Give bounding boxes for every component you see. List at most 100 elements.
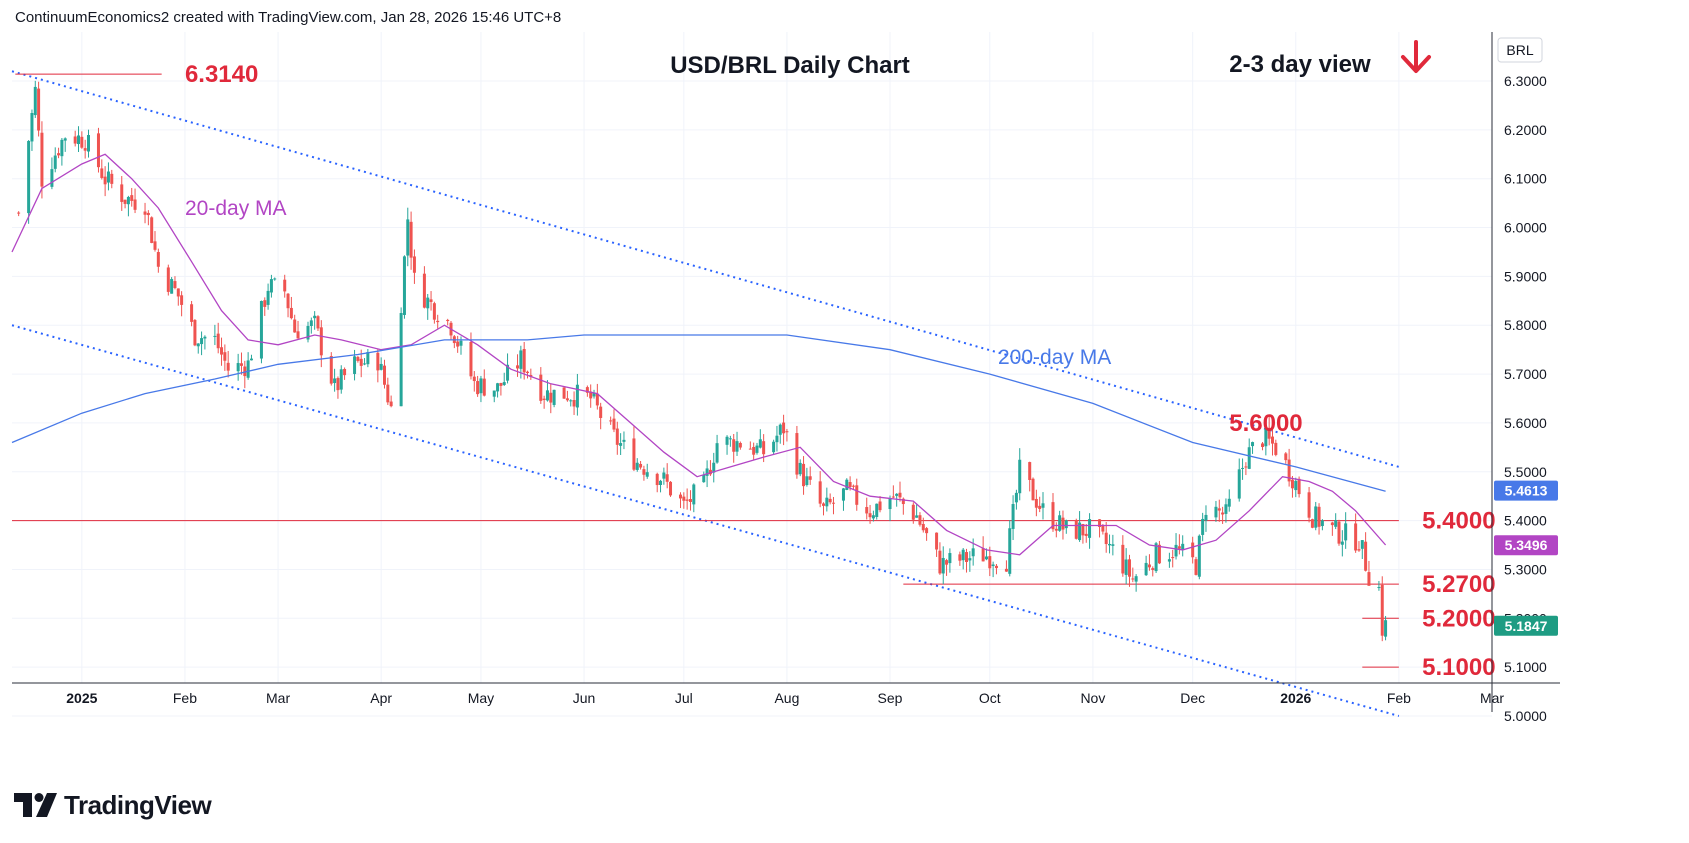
candle-down — [1261, 443, 1265, 447]
candle-up — [662, 472, 666, 479]
candle-down — [476, 381, 480, 395]
candle-down — [1290, 479, 1294, 489]
candle-down — [382, 365, 386, 385]
candle-down — [1380, 584, 1384, 636]
candle-down — [639, 463, 643, 468]
candle-down — [678, 494, 682, 499]
candle-down — [818, 481, 822, 504]
candle-up — [1064, 520, 1068, 529]
candle-up — [1008, 528, 1012, 574]
x-tick-label: Mar — [266, 690, 290, 706]
candle-down — [1221, 512, 1225, 515]
candle-up — [30, 113, 34, 142]
candle-down — [1127, 559, 1131, 577]
candle-down — [83, 148, 87, 151]
candle-down — [17, 212, 21, 214]
candle-up — [1377, 587, 1381, 589]
candle-down — [868, 513, 872, 518]
x-tick-label: Sep — [878, 690, 903, 706]
candle-up — [961, 549, 965, 561]
candle-down — [359, 358, 363, 366]
candle-up — [1344, 523, 1348, 541]
chart-title: USD/BRL Daily Chart — [670, 52, 910, 79]
candle-down — [935, 532, 939, 550]
candle-down — [572, 400, 576, 407]
candle-down — [1004, 568, 1008, 572]
candle-up — [273, 278, 277, 280]
candle-down — [848, 482, 852, 487]
candle-down — [762, 441, 766, 455]
candle-up — [841, 488, 845, 501]
candle-up — [755, 445, 759, 453]
candle-down — [1297, 478, 1301, 495]
candle-down — [166, 267, 170, 292]
candle-down — [37, 88, 41, 131]
candle-up — [1174, 544, 1178, 557]
candle-down — [565, 398, 569, 401]
candle-up — [213, 335, 217, 337]
candle-down — [911, 504, 915, 520]
candle-up — [1134, 576, 1138, 582]
level-label: 5.4000 — [1422, 508, 1495, 535]
candle-down — [239, 363, 243, 366]
candle-down — [851, 485, 855, 487]
candle-down — [190, 304, 194, 322]
candle-up — [659, 480, 663, 485]
candle-up — [1294, 480, 1298, 491]
candle-up — [249, 358, 253, 361]
candle-down — [1038, 505, 1042, 509]
candle-down — [156, 252, 160, 267]
candle-up — [569, 400, 573, 402]
candle-down — [595, 393, 599, 406]
candle-down — [688, 499, 692, 502]
candle-down — [1121, 544, 1125, 574]
candle-down — [1131, 578, 1135, 580]
candle-down — [615, 428, 619, 445]
candle-down — [176, 288, 180, 297]
candle-down — [1274, 442, 1278, 455]
x-tick-label: Jun — [573, 690, 596, 706]
candle-down — [522, 349, 526, 373]
chart-attribution: ContinuumEconomics2 created with Trading… — [15, 9, 562, 26]
candle-down — [223, 352, 227, 361]
candle-down — [632, 438, 636, 470]
candle-down — [412, 256, 416, 273]
x-tick-label: Dec — [1180, 690, 1205, 706]
candle-up — [1201, 518, 1205, 535]
candle-down — [336, 378, 340, 391]
candle-down — [994, 565, 998, 569]
candle-up — [725, 436, 729, 445]
candle-up — [259, 300, 263, 359]
candle-up — [552, 389, 556, 405]
tradingview-logo[interactable]: TradingView — [14, 789, 212, 820]
candle-down — [516, 365, 520, 369]
candle-down — [123, 199, 127, 204]
candle-down — [938, 550, 942, 574]
candle-up — [622, 439, 626, 442]
candle-down — [429, 299, 433, 302]
candle-down — [612, 418, 616, 430]
candle-down — [585, 387, 589, 393]
candle-down — [343, 368, 347, 376]
candle-up — [313, 315, 317, 319]
candle-down — [286, 293, 290, 309]
candle-up — [200, 338, 204, 345]
candle-down — [918, 515, 922, 525]
candle-up — [502, 382, 506, 385]
y-tick-label: 6.0000 — [1504, 220, 1547, 236]
tradingview-brand-name: TradingView — [64, 789, 212, 820]
candle-down — [752, 446, 756, 455]
candle-up — [545, 390, 549, 401]
x-tick-label: Jul — [675, 690, 693, 706]
candle-down — [226, 362, 230, 371]
candle-down — [655, 473, 659, 486]
y-tick-label: 5.3000 — [1504, 561, 1547, 577]
candle-down — [1101, 525, 1105, 532]
moving-averages-layer — [11, 153, 1387, 556]
candle-up — [575, 384, 579, 408]
y-tick-label: 5.1000 — [1504, 659, 1547, 675]
candle-down — [1028, 462, 1032, 480]
candle-down — [243, 366, 247, 377]
candle-down — [150, 217, 154, 243]
